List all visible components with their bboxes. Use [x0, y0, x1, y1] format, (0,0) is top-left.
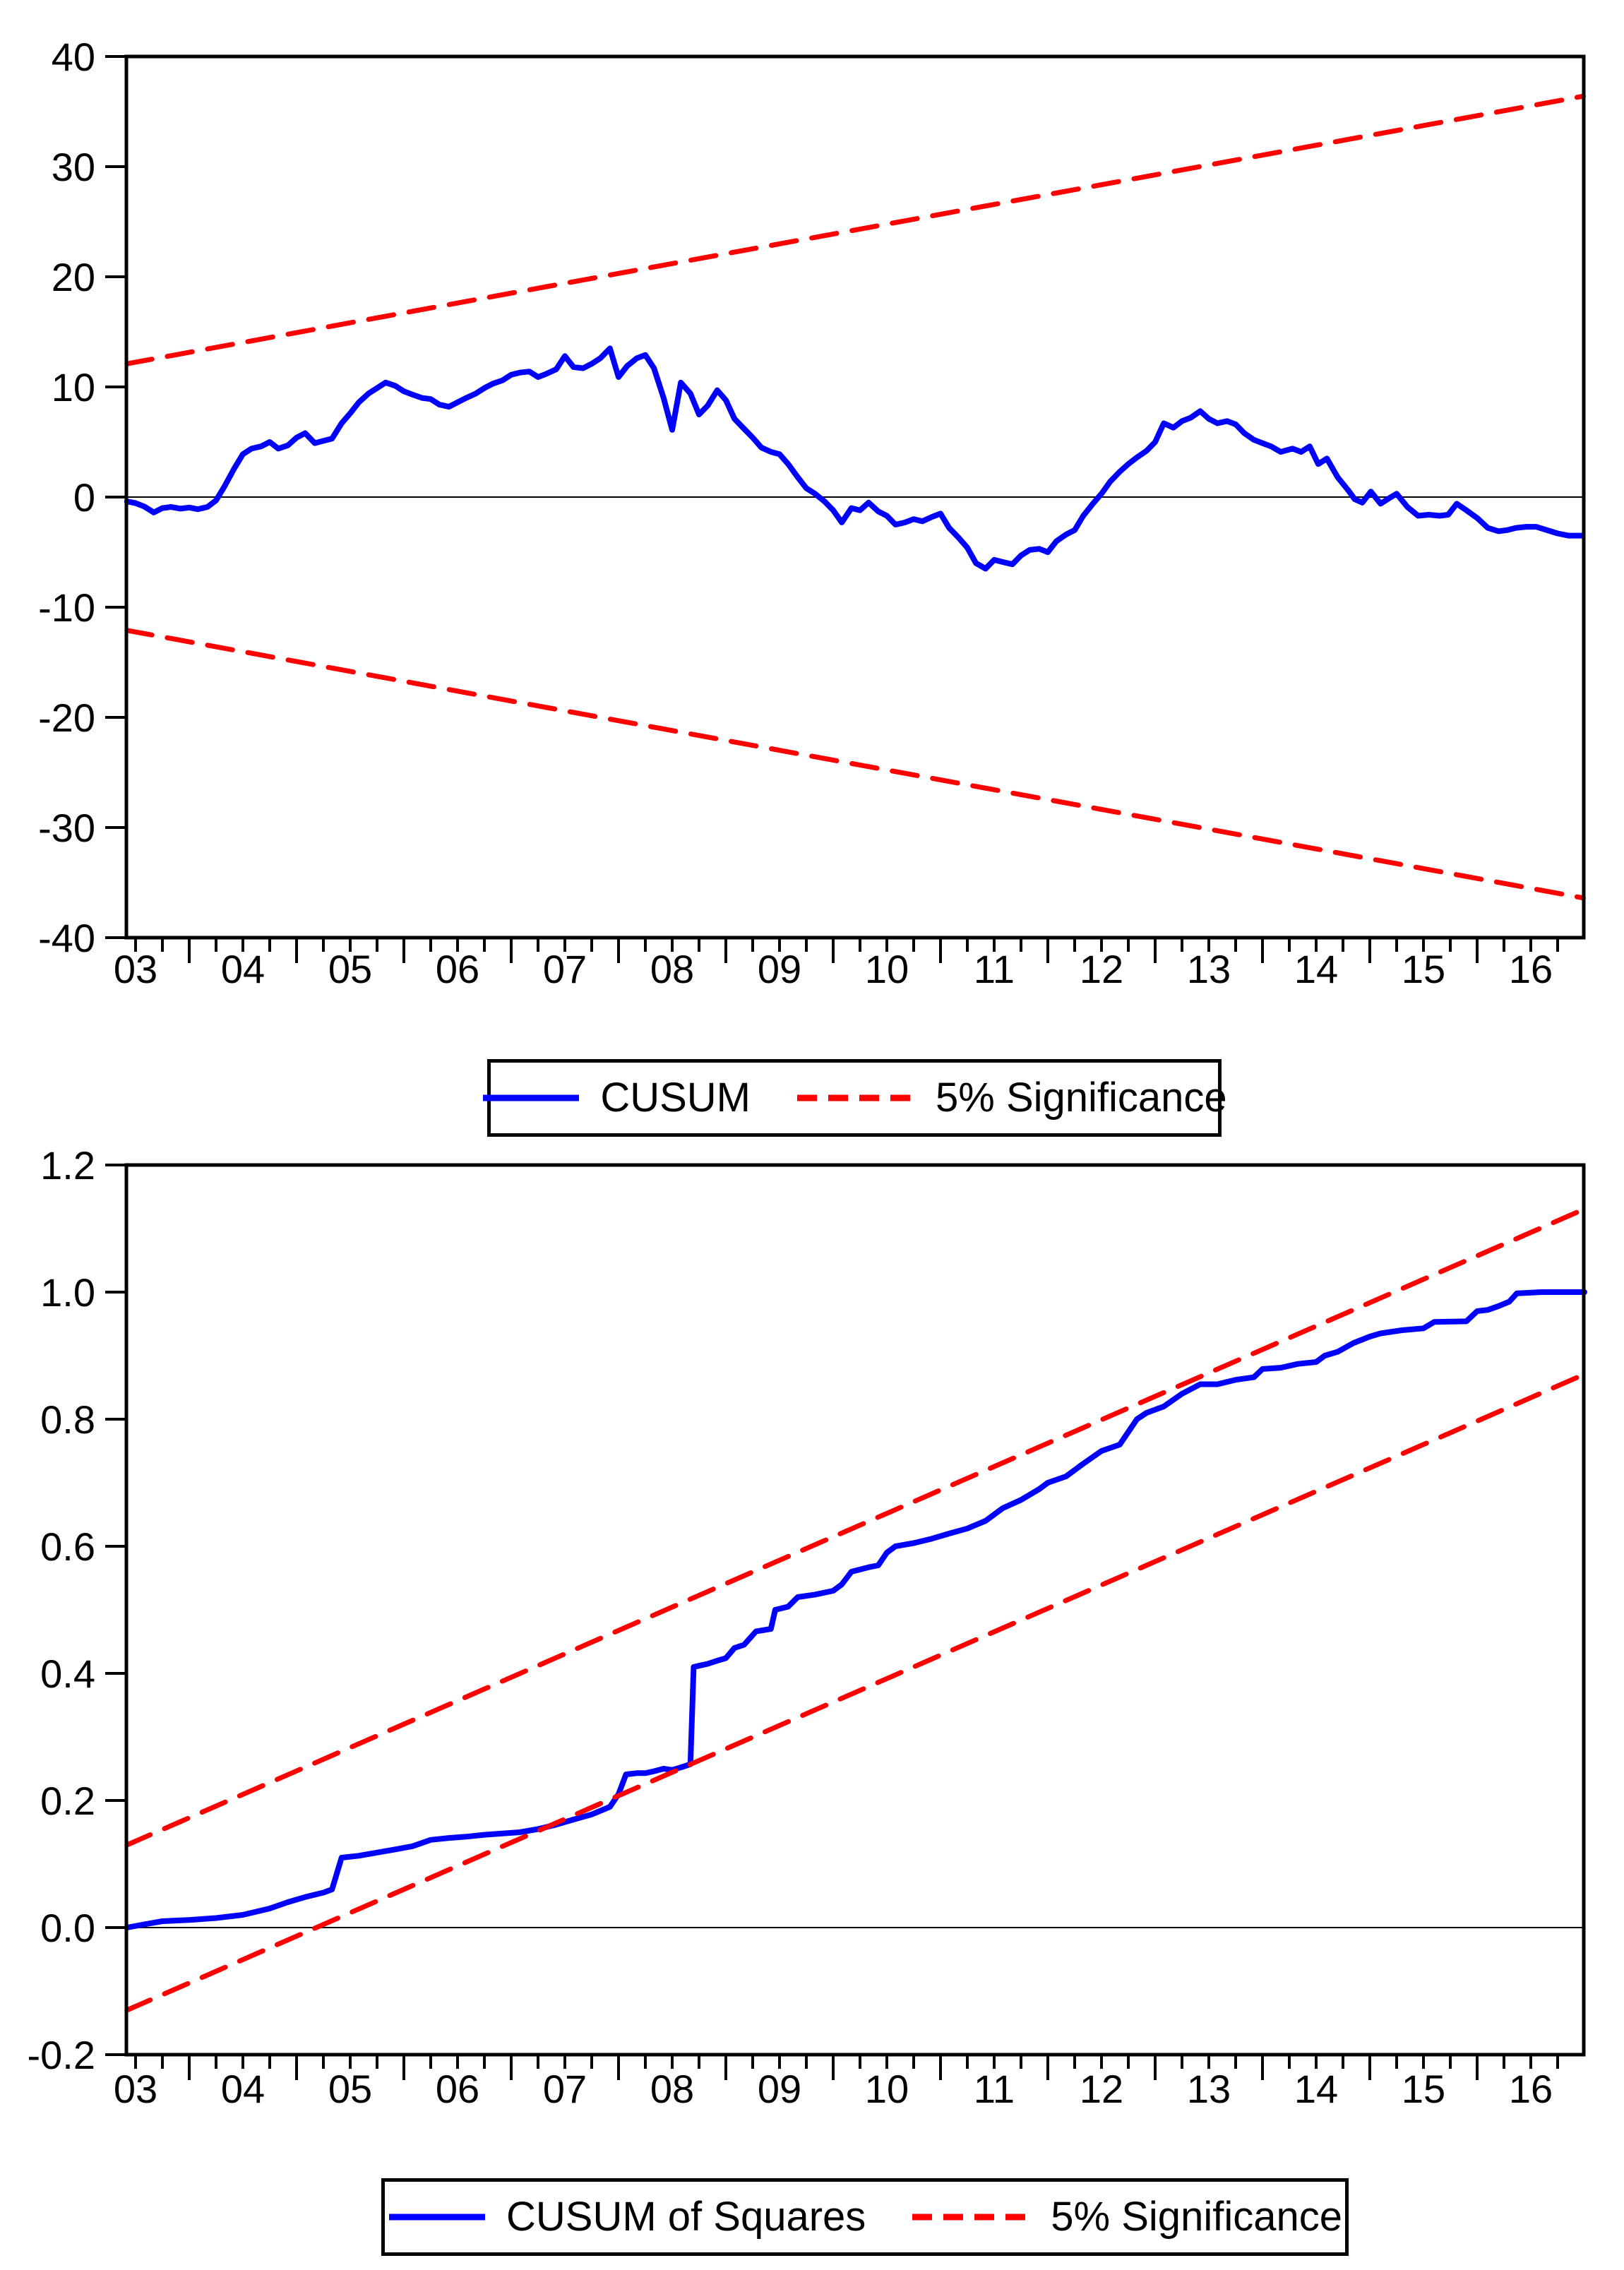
- x-tick-label: 16: [1509, 2067, 1553, 2111]
- x-tick-label: 07: [543, 2067, 587, 2111]
- x-tick-label: 12: [1080, 947, 1123, 988]
- x-tick-label: 10: [865, 947, 909, 988]
- x-tick-label: 11: [974, 947, 1015, 988]
- y-tick-label: 1.2: [40, 1143, 95, 1188]
- x-tick-label: 03: [114, 947, 157, 988]
- x-tick-label: 04: [221, 2067, 265, 2111]
- x-tick-label: 05: [328, 947, 372, 988]
- y-tick-label: 0.6: [40, 1524, 95, 1569]
- y-tick-label: -0.2: [28, 2033, 96, 2077]
- legend-item-significance: 5% Significance: [796, 1077, 1227, 1118]
- y-tick-label: 20: [52, 255, 95, 299]
- y-tick-label: 40: [52, 35, 95, 79]
- legend-item-significance: 5% Significance: [911, 2197, 1342, 2238]
- x-tick-label: 16: [1509, 947, 1553, 988]
- x-tick-label: 14: [1294, 947, 1338, 988]
- y-tick-label: 0: [73, 475, 95, 520]
- x-tick-label: 08: [650, 947, 694, 988]
- solid-line-sample-icon: [483, 1094, 580, 1101]
- cusum-chart: 40 30 20 10 0 -10 -20 -30 -40 03 04 05 06 07 08 09 10 11 1…: [38, 35, 1586, 988]
- x-tick-label: 07: [543, 947, 587, 988]
- x-tick-label: 13: [1187, 2067, 1231, 2111]
- cusum-of-squares-chart: 1.2 1.0 0.8 0.6 0.4 0.2 0.0 -0.2 03 04 05 06 07 08 09 1…: [28, 1143, 1587, 2111]
- legend-label: 5% Significance: [936, 1075, 1227, 1121]
- x-tick-label: 06: [436, 2067, 479, 2111]
- y-tick-label: -20: [38, 695, 95, 740]
- x-tick-label: 14: [1294, 2067, 1338, 2111]
- x-tick-label: 08: [650, 2067, 694, 2111]
- x-tick-label: 06: [436, 947, 479, 988]
- x-tick-label: 12: [1080, 2067, 1123, 2111]
- y-tick-label: 0.0: [40, 1906, 95, 1950]
- y-tick-label: 10: [52, 365, 95, 410]
- dashed-line-sample-icon: [797, 1094, 914, 1101]
- x-tick-label: 04: [221, 947, 265, 988]
- legend-label: CUSUM of Squares: [506, 2194, 866, 2240]
- x-tick-label: 05: [328, 2067, 372, 2111]
- y-tick-label: -10: [38, 585, 95, 630]
- x-tick-label: 09: [758, 2067, 801, 2111]
- x-tick-label: 09: [758, 947, 801, 988]
- x-tick-label: 03: [114, 2067, 157, 2111]
- y-tick-label: 1.0: [40, 1270, 95, 1315]
- x-tick-label: 10: [865, 2067, 909, 2111]
- legend-item-cusum: CUSUM: [482, 1077, 751, 1118]
- cusum-of-squares-legend: CUSUM of Squares 5% Significance: [381, 2178, 1349, 2256]
- dashed-line-sample-icon: [912, 2214, 1030, 2221]
- y-tick-label: 0.4: [40, 1651, 95, 1696]
- y-tick-label: 0.2: [40, 1779, 95, 1823]
- cusum-legend: CUSUM 5% Significance: [483, 1059, 1227, 1137]
- y-tick-label: 0.8: [40, 1397, 95, 1442]
- x-tick-label: 13: [1187, 947, 1231, 988]
- y-tick-label: -40: [38, 916, 95, 960]
- solid-line-sample-icon: [389, 2214, 485, 2221]
- y-tick-label: 30: [52, 145, 95, 189]
- legend-item-cusum-of-squares: CUSUM of Squares: [388, 2197, 866, 2238]
- legend-label: CUSUM: [600, 1075, 751, 1121]
- y-tick-label: -30: [38, 806, 95, 850]
- x-tick-label: 15: [1402, 947, 1445, 988]
- legend-label: 5% Significance: [1051, 2194, 1342, 2240]
- x-tick-label: 15: [1402, 2067, 1445, 2111]
- x-tick-label: 11: [974, 2067, 1015, 2111]
